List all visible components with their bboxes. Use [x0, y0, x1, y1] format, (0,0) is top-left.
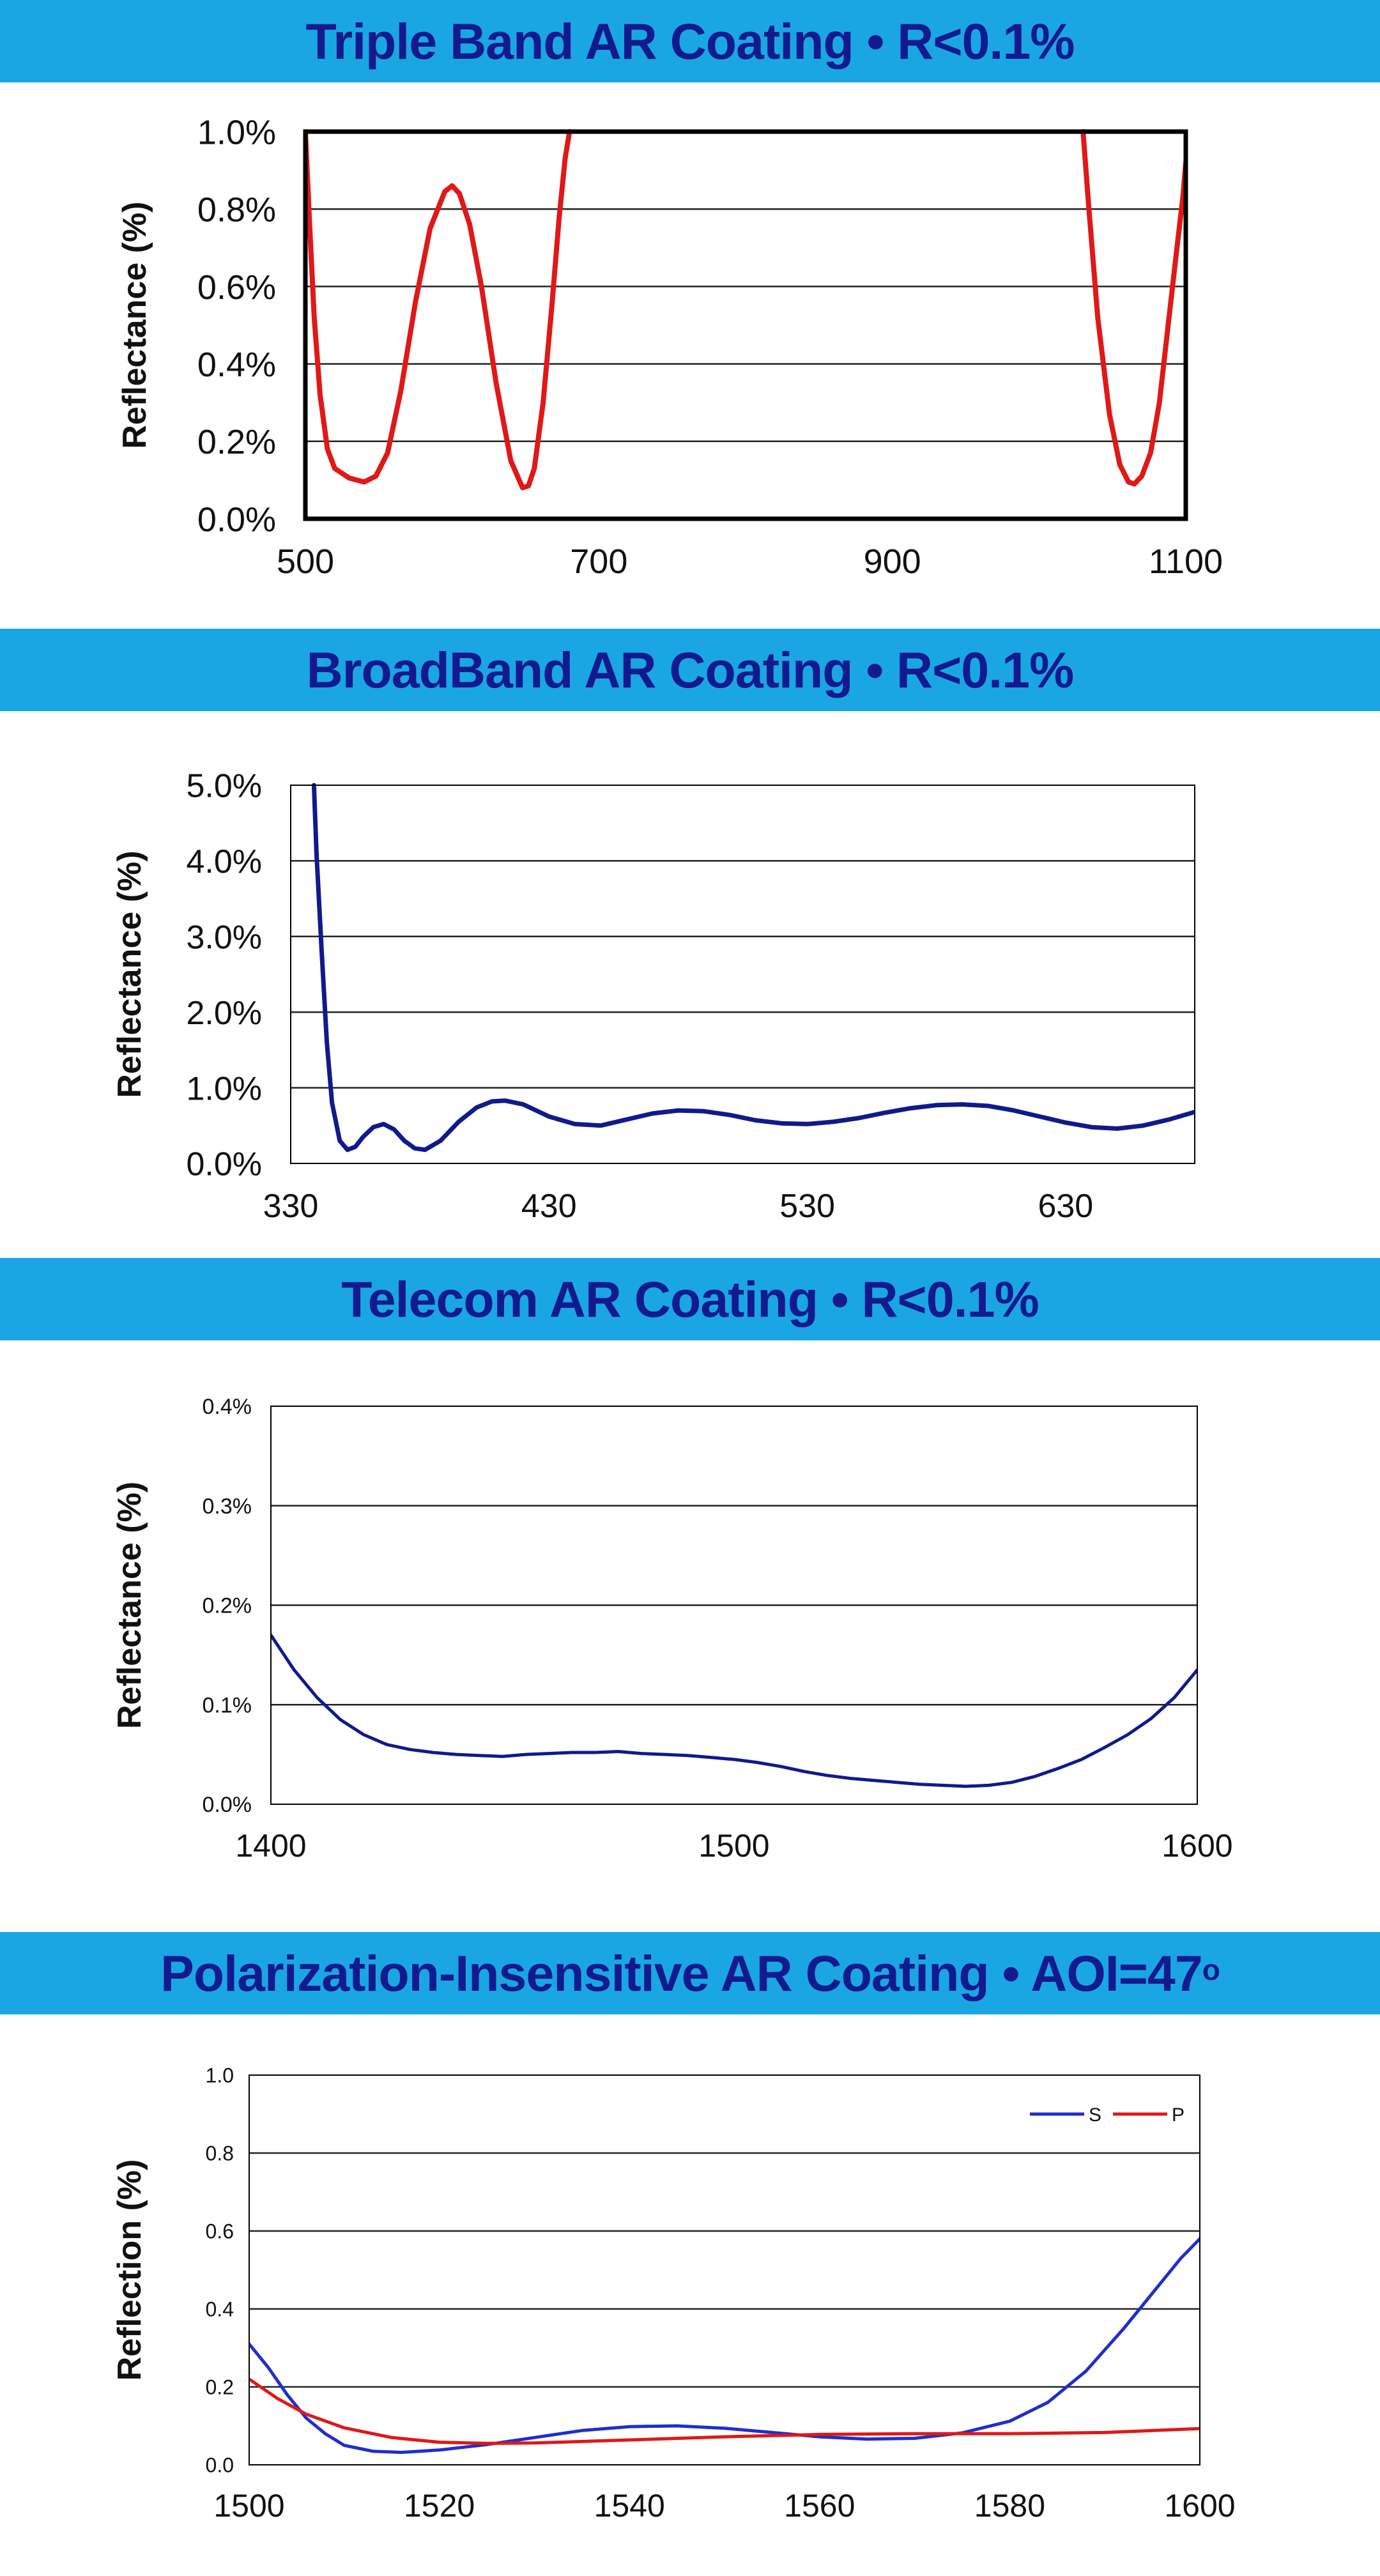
x-tick-label: 1540	[594, 2488, 665, 2524]
banner-title: Telecom AR Coating • R<0.1%	[341, 1270, 1039, 1328]
telecom-chart: 0.0% 0.1% 0.2% 0.3% 0.4% 1400 1500 1600 Reflecta…	[111, 1395, 1233, 1864]
series-line-p	[249, 2377, 1200, 2445]
x-tick-label: 1400	[235, 1828, 306, 1864]
x-tick-label: 330	[263, 1188, 319, 1225]
y-tick-label: 0.8%	[197, 191, 276, 229]
plot-frame	[249, 2074, 1200, 2465]
banner-polarization: Polarization-Insensitive AR Coating • AO…	[0, 1932, 1380, 2014]
x-tick-label: 700	[570, 542, 627, 581]
x-tick-label: 500	[277, 542, 334, 581]
legend-label: S	[1089, 2104, 1101, 2126]
y-tick-label: 3.0%	[186, 919, 262, 956]
x-tick-label: 1500	[213, 2488, 284, 2524]
broadband-chart: 0.0% 1.0% 2.0% 3.0% 4.0% 5.0% 330 430 530 630 Refl…	[111, 768, 1195, 1225]
x-tick-label: 430	[521, 1188, 577, 1225]
degree-superscript: o	[1202, 1952, 1220, 1986]
y-tick-label: 4.0%	[186, 843, 262, 880]
x-tick-label: 1100	[1149, 542, 1223, 581]
y-tick-label: 0.0	[206, 2454, 234, 2477]
plot-area	[291, 785, 1195, 1163]
y-tick-label: 0.0%	[186, 1146, 262, 1183]
y-tick-label: 1.0%	[197, 113, 276, 151]
y-axis-label: Reflectance (%)	[111, 850, 148, 1098]
y-tick-label: 0.0%	[203, 1793, 252, 1817]
y-tick-label: 0.2	[206, 2376, 234, 2399]
series-line-s	[249, 2237, 1200, 2454]
y-tick-label: 0.6%	[197, 268, 276, 307]
y-tick-label: 0.4%	[203, 1395, 252, 1419]
y-tick-label: 0.1%	[203, 1693, 252, 1717]
y-tick-label: 0.4%	[197, 346, 276, 384]
legend-label: P	[1172, 2104, 1184, 2126]
x-tick-label: 1600	[1164, 2488, 1235, 2524]
y-tick-label: 0.8	[206, 2142, 234, 2165]
y-tick-label: 1.0%	[186, 1070, 262, 1107]
plot-area	[305, 132, 1186, 519]
y-tick-label: 2.0%	[186, 995, 262, 1032]
x-tick-label: 1500	[698, 1828, 769, 1864]
y-axis-label: Reflection (%)	[111, 2159, 148, 2381]
y-tick-label: 1.0	[206, 2064, 234, 2087]
banner-broadband: BroadBand AR Coating • R<0.1%	[0, 629, 1380, 711]
banner-telecom: Telecom AR Coating • R<0.1%	[0, 1258, 1380, 1340]
y-tick-label: 0.3%	[203, 1494, 252, 1519]
y-tick-label: 5.0%	[186, 768, 262, 805]
y-tick-label: 0.2%	[197, 423, 276, 461]
triple-band-chart: 0.0% 0.2% 0.4% 0.6% 0.8% 1.0% 500 700 900 1100 Ref…	[116, 113, 1223, 581]
plot-area	[249, 2075, 1200, 2465]
x-tick-label: 1600	[1162, 1828, 1232, 1864]
y-tick-label: 0.2%	[203, 1594, 252, 1618]
series-line-r-second-band-	[1080, 129, 1186, 487]
plot-frame	[303, 129, 1188, 521]
x-tick-label: 1560	[784, 2488, 855, 2524]
y-tick-label: 0.0%	[197, 500, 276, 539]
x-tick-label: 1580	[974, 2488, 1045, 2524]
banner-title: Triple Band AR Coating • R<0.1%	[305, 12, 1075, 70]
y-axis-label: Reflectance (%)	[116, 201, 153, 448]
x-tick-label: 530	[779, 1188, 835, 1225]
plot-frame	[290, 785, 1195, 1164]
y-tick-label: 0.4	[206, 2298, 234, 2321]
plot-frame	[270, 1406, 1198, 1805]
banner-triple-band: Triple Band AR Coating • R<0.1%	[0, 0, 1380, 82]
series-line-r	[311, 783, 1195, 1153]
series-line-r	[305, 129, 572, 491]
x-tick-label: 630	[1038, 1188, 1093, 1225]
series-line-r	[271, 1633, 1197, 1788]
banner-title: Polarization-Insensitive AR Coating • AO…	[160, 1944, 1203, 2002]
x-tick-label: 900	[864, 542, 921, 581]
y-tick-label: 0.6	[206, 2220, 234, 2243]
banner-title: BroadBand AR Coating • R<0.1%	[306, 641, 1075, 698]
y-axis-label: Reflectance (%)	[111, 1482, 148, 1729]
x-tick-label: 1520	[404, 2488, 475, 2524]
polarization-chart: 0.0 0.2 0.4 0.6 0.8 1.0 1500 1520 1540 1560 1580 16…	[111, 2064, 1236, 2524]
